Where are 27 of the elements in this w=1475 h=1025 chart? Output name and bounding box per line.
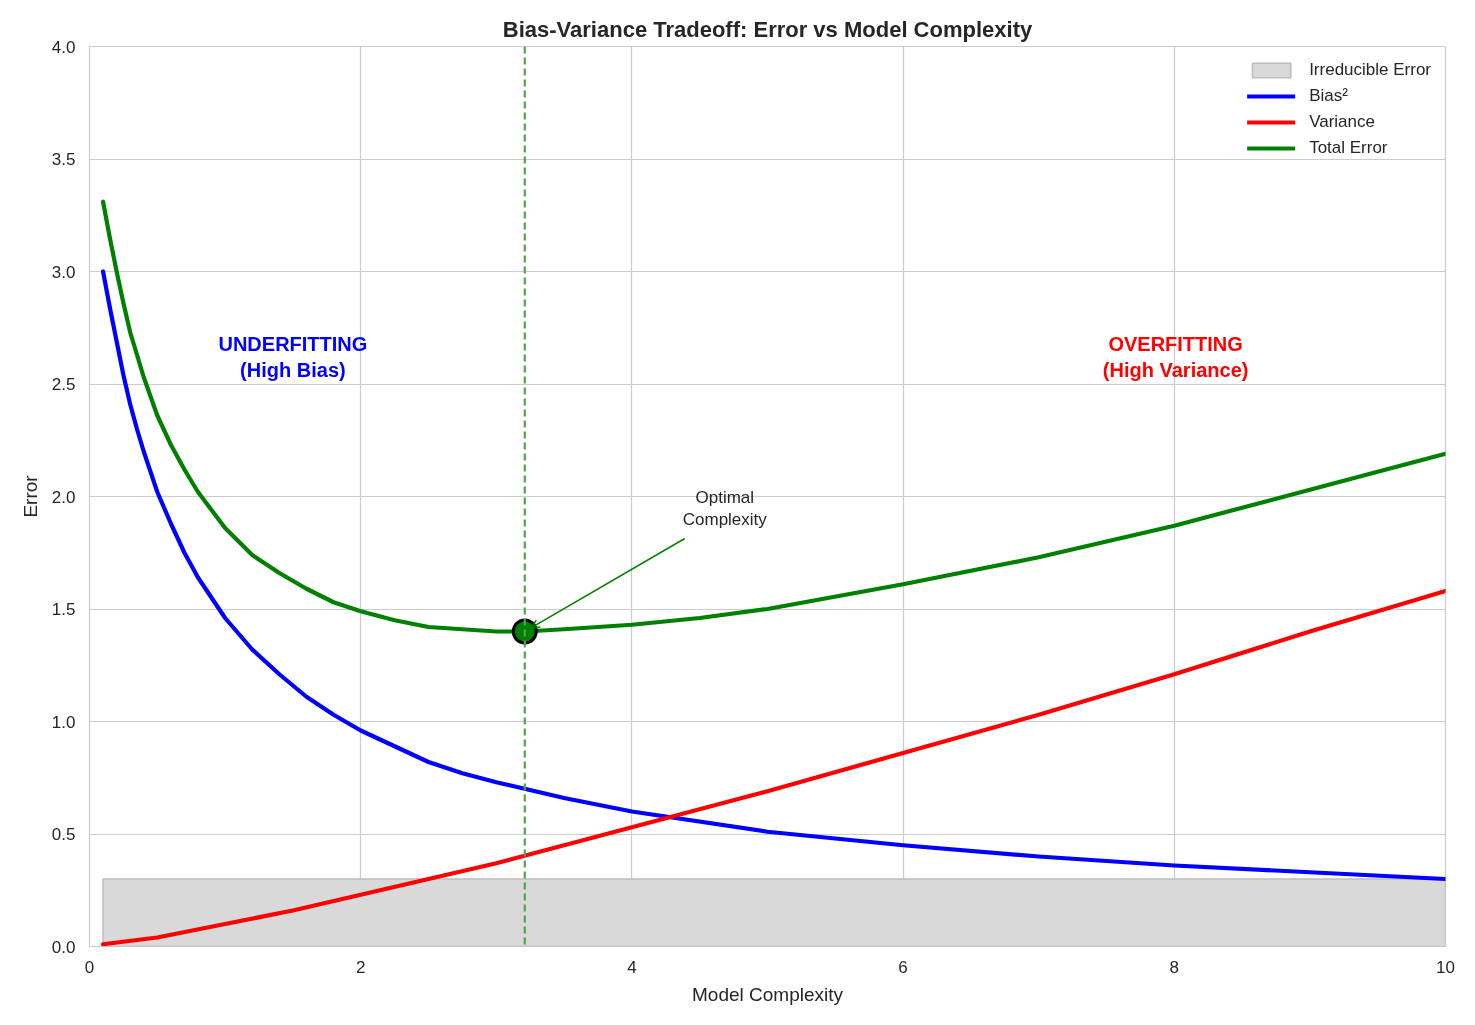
x-tick-label: 6 — [898, 957, 908, 977]
y-tick-label: 2.0 — [51, 487, 76, 507]
y-tick-label: 3.0 — [51, 262, 76, 282]
annotation: UNDERFITTING (High Bias) — [218, 332, 368, 382]
x-axis-title: Model Complexity — [692, 983, 844, 1005]
y-tick-label: 0.0 — [51, 937, 76, 957]
line-series — [100, 588, 1446, 947]
y-tick-label: 0.5 — [51, 825, 76, 844]
legend-label: Total Error — [1309, 138, 1388, 158]
x-tick-label: 10 — [1436, 957, 1455, 977]
x-tick-label: 2 — [355, 957, 366, 977]
x-tick-label: 0 — [84, 957, 95, 977]
y-tick-label: 2.5 — [51, 375, 76, 394]
x-tick-label: 4 — [627, 957, 637, 977]
y-tick-label: 4.0 — [51, 37, 76, 57]
annotation: Optimal Complexity — [682, 487, 768, 530]
x-tick-label: 8 — [1169, 957, 1180, 977]
line-series — [100, 269, 1446, 882]
chart-title: Bias-Variance Tradeoff: Error vs Model Complexity — [502, 16, 1033, 42]
y-tick-label: 1.5 — [51, 600, 76, 619]
legend-label: Variance — [1309, 112, 1375, 132]
y-tick-label: 3.5 — [51, 150, 76, 169]
annotation: OVERFITTING (High Variance) — [1102, 332, 1249, 382]
y-axis-title: Error — [19, 474, 41, 518]
legend-label: Irreducible Error — [1309, 60, 1431, 80]
y-tick-label: 1.0 — [51, 712, 76, 732]
legend-label: Bias² — [1309, 86, 1348, 106]
